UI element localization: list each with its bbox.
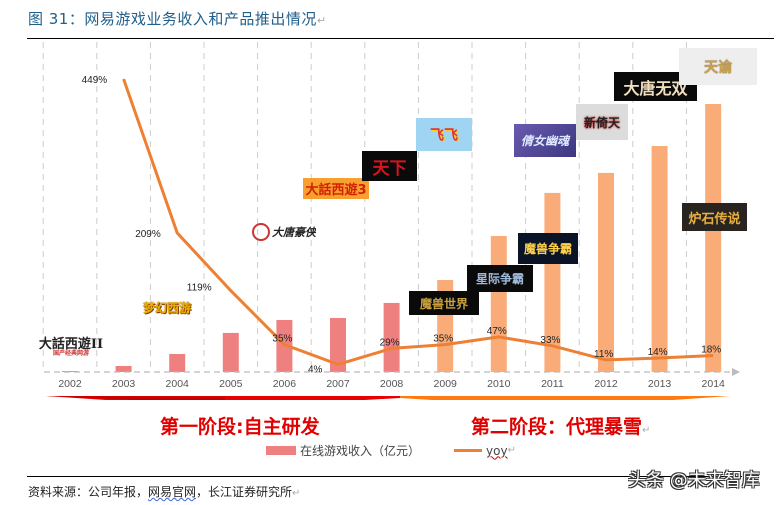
phase2-label: 第二阶段：代理暴雪↵ — [471, 412, 650, 439]
yoy-line — [122, 78, 714, 366]
logo-ty-text: 天谕 — [704, 59, 732, 76]
logo-mssj: 魔兽世界 — [409, 291, 479, 315]
year-label: 2014 — [702, 378, 726, 390]
logo-xjzb-text: 星际争霸 — [475, 272, 524, 286]
bar-2007 — [330, 318, 346, 372]
bar-2004 — [169, 354, 186, 372]
year-label: 2010 — [487, 378, 511, 390]
logo-dhxy3-text: 大話西遊3 — [303, 177, 369, 199]
year-label: 2002 — [58, 378, 82, 390]
yoy-data-label: 14% — [648, 347, 668, 358]
year-label: 2006 — [273, 378, 297, 390]
yoy-data-label: 47% — [487, 326, 507, 337]
source-prefix: 资料来源：公司年报， — [28, 485, 149, 499]
figure-title: 图 31：网易游戏业务收入和产品推出情况↵ — [28, 8, 327, 29]
year-label: 2011 — [541, 378, 564, 390]
logo-ff-text: 飞飞 — [430, 127, 458, 144]
yoy-data-label: 29% — [380, 337, 400, 348]
logo-ff: 飞飞 — [416, 118, 472, 151]
logo-dtws-text: 大唐无双 — [623, 78, 688, 98]
logo-lscs: 炉石传说 — [682, 203, 747, 231]
watermark: 头条 @未来智库 — [628, 470, 760, 491]
return-mark-icon: ↵ — [642, 425, 651, 436]
figure-title-text: 图 31：网易游戏业务收入和产品推出情况 — [28, 10, 317, 28]
return-mark-icon: ↵ — [507, 445, 516, 456]
revenue-bars — [62, 104, 722, 372]
phase1-label: 第一阶段:自主研发 — [160, 416, 320, 438]
top-rule — [27, 38, 774, 39]
logo-dhxy2-sub: 国产经典网游 — [52, 349, 89, 357]
legend-bar-label: 在线游戏收入（亿元） — [300, 444, 421, 458]
yoy-data-label: 33% — [540, 335, 560, 346]
yoy-labels: 449% 209% 119% 35% 4% 29% 35% 47% 33% 11% 14% 18% — [82, 75, 722, 375]
bar-2013 — [651, 146, 668, 372]
year-label: 2012 — [594, 378, 618, 390]
logo-tx-text: 天下 — [372, 158, 407, 179]
legend-line-swatch — [454, 449, 483, 452]
gridlines — [42, 42, 687, 372]
yoy-data-label: 35% — [272, 334, 292, 345]
yoy-data-label: 449% — [82, 75, 108, 86]
year-label: 2009 — [434, 378, 458, 390]
source-netease-site: 网易官网 — [148, 485, 197, 499]
logo-mszb: 魔兽争霸 — [518, 233, 578, 264]
x-axis-labels: 2002 2003 2004 2005 2006 2007 2008 2009 2010 2011… — [58, 378, 725, 390]
x-axis-arrow-icon — [732, 368, 740, 376]
logo-ty: 天谕 — [679, 48, 757, 85]
legend: 在线游戏收入（亿元） yoy ↵ — [266, 442, 516, 459]
year-label: 2013 — [648, 378, 672, 390]
bottom-rule — [27, 476, 742, 477]
logo-mszb-text: 魔兽争霸 — [523, 242, 572, 256]
bar-2003 — [115, 366, 132, 372]
year-label: 2008 — [380, 378, 404, 390]
logo-dhxy2: 大話西遊II 国产经典网游 — [30, 332, 112, 362]
bar-2008 — [383, 302, 400, 372]
logo-dhxy3: 大話西遊3 — [300, 172, 372, 204]
legend-line-label: yoy — [486, 443, 508, 458]
year-label: 2005 — [219, 378, 243, 390]
return-mark-icon: ↵ — [292, 488, 301, 499]
yoy-data-label: 18% — [701, 344, 721, 355]
yoy-data-label: 11% — [594, 349, 613, 360]
logo-qnyh: 倩女幽魂 — [514, 124, 576, 157]
source-suffix: ，长江证券研究所 — [196, 485, 293, 499]
yoy-data-label: 4% — [308, 364, 323, 375]
phase2-label-text: 第二阶段：代理暴雪 — [471, 416, 643, 438]
source-note: 资料来源：公司年报，网易官网，长江证券研究所↵ — [28, 483, 300, 500]
bar-2012 — [598, 172, 614, 372]
logo-tx: 天下 — [362, 151, 417, 181]
logo-mhxy-text: 梦幻西游 — [142, 300, 191, 315]
logo-dths-text: 大唐豪侠 — [272, 226, 316, 239]
logo-qnyh-text: 倩女幽魂 — [520, 134, 569, 148]
logo-mssj-text: 魔兽世界 — [419, 296, 468, 311]
logo-dths: 大唐豪侠 — [252, 219, 316, 245]
year-label: 2007 — [326, 378, 350, 390]
logo-xjzb: 星际争霸 — [467, 265, 533, 292]
bar-2014 — [705, 104, 722, 372]
logo-lscs-text: 炉石传说 — [688, 211, 741, 227]
logo-dhxy2-text: 大話西遊II — [38, 336, 104, 352]
logo-mhxy: 梦幻西游 — [142, 292, 192, 322]
yoy-data-label: 35% — [433, 334, 453, 345]
phase2-arrow — [400, 396, 730, 400]
bar-2010 — [490, 236, 507, 372]
year-label: 2004 — [166, 378, 190, 390]
bar-2005 — [222, 332, 239, 372]
yoy-data-label: 209% — [135, 229, 161, 240]
phase1-arrow-shade — [46, 396, 225, 400]
return-mark-icon: ↵ — [316, 14, 327, 27]
yoy-data-label: 119% — [187, 283, 212, 294]
year-label: 2003 — [112, 378, 136, 390]
sun-emblem-icon — [252, 223, 270, 241]
logo-xyt: 新倚天 — [576, 104, 628, 140]
logo-dtws: 大唐无双 — [614, 72, 697, 101]
logo-xyt-text: 新倚天 — [583, 115, 620, 130]
legend-bar-swatch — [266, 446, 296, 455]
